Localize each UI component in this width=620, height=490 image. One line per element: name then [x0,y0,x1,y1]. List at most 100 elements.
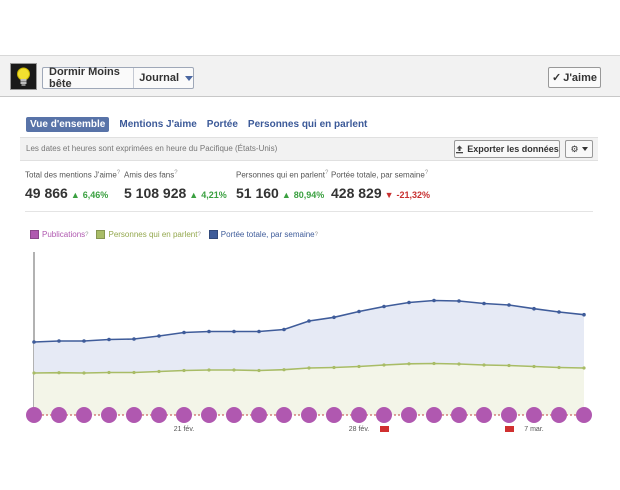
talking-point [507,363,511,368]
like-label: J'aime [563,71,598,84]
reach-point [257,329,261,334]
publication-dot [276,407,292,423]
info-bar: Les dates et heures sont exprimées en he… [20,137,598,161]
publication-dot [476,407,492,423]
reach-point [457,299,461,303]
x-tick-label: 7 mar. [524,426,544,432]
legend-swatch [208,230,218,239]
timezone-note: Les dates et heures sont exprimées en he… [26,144,278,153]
legend-weekly-reach[interactable]: Portée totale, par semaine? [208,230,318,239]
reach-point [532,306,536,311]
journal-label: Journal [139,72,179,84]
stat-value: 51 160 [236,184,279,201]
publication-dot [301,407,317,423]
export-icon [456,145,464,153]
stat-label: Portée totale, par semaine [331,170,425,180]
export-label: Exporter les données [467,144,559,154]
legend-people-talking[interactable]: Personnes qui en parlent? [96,230,201,239]
stat-value: 5 108 928 [124,184,187,201]
talking-point [482,363,486,367]
publication-dot [576,407,592,423]
reach-point [157,334,161,338]
stat-label: Total des mentions J'aime [25,170,117,180]
tab-overview[interactable]: Vue d'ensemble [26,116,110,132]
publication-dot [26,407,42,423]
help-icon[interactable]: ? [174,170,178,176]
talking-point [32,371,36,375]
publication-dot [501,407,517,423]
reach-point [507,303,511,307]
help-icon[interactable]: ? [197,231,201,238]
publication-dot [451,407,467,423]
x-tick-label: 28 fév. [349,426,370,432]
publication-dot [176,407,192,423]
stat-weekly-reach: Portée totale, par semaine? 428 829 ▼ -2… [331,170,430,201]
help-icon[interactable]: ? [116,170,121,176]
talking-point [357,364,361,369]
publication-dot [526,407,542,423]
reach-point [582,312,586,317]
gear-icon: ⚙ [570,143,579,154]
talking-point [582,366,586,370]
reach-point [232,329,236,334]
publication-dot [326,407,342,423]
talking-point [407,362,411,366]
reach-point [107,337,111,342]
reach-point [57,339,61,343]
x-tick-label: 21 fév. [174,426,195,432]
talking-point [557,365,561,370]
stat-label: Personnes qui en parlent [236,170,325,180]
talking-point [282,368,286,372]
tab-talking-about[interactable]: Personnes qui en parlent [247,118,368,130]
stat-change: 4,21% [201,189,227,200]
stat-change: 80,94% [293,189,325,200]
talking-point [182,368,186,373]
publication-dot [201,407,217,423]
arrow-up-icon: ▲ [70,189,80,200]
publication-dot [426,407,442,423]
talking-point [332,365,336,370]
event-marker [505,426,514,432]
reach-point [432,298,436,303]
chart-legend: Publications? Personnes qui en parlent? … [30,230,326,239]
talking-point [257,368,261,373]
journal-dropdown[interactable]: Journal [134,72,193,84]
publication-dot [551,407,567,423]
legend-publications[interactable]: Publications? [30,230,88,239]
check-icon: ✓ [551,72,562,84]
help-icon[interactable]: ? [324,170,329,176]
reach-point [382,304,386,309]
publication-dot [376,407,392,423]
insights-tabs: Vue d'ensemble Mentions J'aime Portée Pe… [26,116,377,132]
help-icon[interactable]: ? [424,170,429,176]
publication-dot [401,407,417,423]
settings-dropdown[interactable]: ⚙ [565,140,593,158]
page-avatar[interactable] [10,63,37,90]
chevron-down-icon [185,75,193,81]
reach-point [82,339,86,343]
stat-change: 6,46% [82,189,109,200]
legend-label: Portée totale, par semaine [220,230,315,239]
reach-point [32,340,36,344]
lightbulb-icon [17,67,30,86]
arrow-up-icon: ▲ [281,189,291,200]
reach-point [332,315,336,320]
stat-label: Amis des fans [124,170,175,180]
page-header-bar: Dormir Moins bête Journal ✓ J'aime [0,55,620,97]
talking-point [382,363,386,367]
reach-point [482,301,486,306]
publication-dot [251,407,267,423]
stat-people-talking: Personnes qui en parlent? 51 160 ▲ 80,94… [236,170,328,201]
talking-point [232,368,236,372]
talking-point [532,364,536,369]
tab-reach[interactable]: Portée [206,118,238,130]
talking-point [107,370,111,375]
help-icon[interactable]: ? [314,231,318,238]
page-name-dropdown[interactable]: Dormir Moins bête Journal [42,66,194,90]
tab-likes[interactable]: Mentions J'aime [119,118,197,130]
publication-dot [226,407,242,423]
like-button[interactable]: ✓ J'aime [548,67,601,88]
help-icon[interactable]: ? [85,231,89,238]
divider [25,211,593,212]
export-data-button[interactable]: Exporter les données [454,140,560,158]
